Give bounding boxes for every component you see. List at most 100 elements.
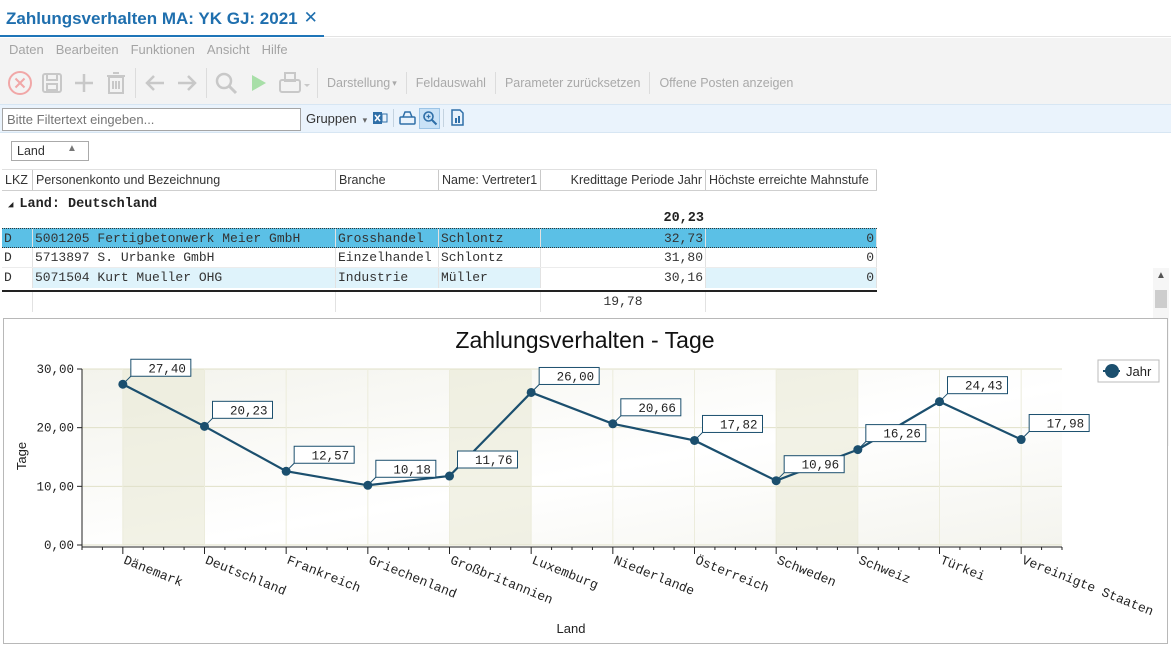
close-icon[interactable]: ✕ — [303, 8, 318, 27]
group-row-deutschland[interactable]: ◢ Land: Deutschland — [8, 197, 157, 212]
table-row[interactable]: D 5071504 Kurt Mueller OHG Industrie Mül… — [2, 268, 877, 288]
groups-dropdown[interactable]: Gruppen ▾ — [306, 111, 367, 126]
data-label-leader — [122, 375, 132, 385]
darstellung-button[interactable]: Darstellung ▾ — [321, 76, 403, 90]
menu-funktionen[interactable]: Funktionen — [130, 42, 195, 57]
search-icon[interactable] — [210, 67, 242, 99]
excel-export-icon[interactable] — [372, 110, 388, 131]
data-label: 20,23 — [230, 404, 268, 418]
parameter-reset-button[interactable]: Parameter zurücksetzen — [504, 76, 641, 90]
cell-lkz: D — [2, 268, 33, 288]
menu-bar: Daten Bearbeiten Funktionen Ansicht Hilf… — [0, 38, 1171, 62]
data-label-box — [212, 400, 273, 419]
document-tab[interactable]: Zahlungsverhalten MA: YK GJ: 2021 ✕ — [0, 0, 324, 37]
cell-mahnstufe: 0 — [706, 268, 877, 288]
x-axis-label: Land — [557, 621, 586, 636]
window-title: Zahlungsverhalten MA: YK GJ: 2021 — [6, 9, 298, 28]
total-row: 19,78 — [2, 292, 706, 312]
menu-hilfe[interactable]: Hilfe — [261, 42, 288, 57]
table-row[interactable]: D 5001205 Fertigbetonwerk Meier GmbH Gro… — [2, 228, 877, 248]
y-tick-label: 30,00 — [36, 363, 74, 377]
x-tick-label: Dänemark — [121, 553, 185, 590]
add-icon[interactable] — [68, 67, 100, 99]
arrow-left-icon[interactable] — [139, 67, 171, 99]
darstellung-label: Darstellung — [327, 76, 391, 90]
print-preview-icon[interactable] — [399, 110, 416, 131]
cell-branche: Einzelhandel — [336, 248, 439, 267]
groups-label: Gruppen — [306, 111, 357, 126]
offene-posten-button[interactable]: Offene Posten anzeigen — [659, 76, 794, 90]
x-tick-label: Niederlande — [611, 553, 696, 599]
data-label: 11,76 — [475, 454, 513, 468]
data-label-box — [947, 376, 1008, 395]
menu-bearbeiten[interactable]: Bearbeiten — [55, 42, 119, 57]
feldauswahl-button[interactable]: Feldauswahl — [415, 76, 486, 90]
group-label: Land: Deutschland — [19, 197, 158, 212]
y-tick-label: 20,00 — [36, 422, 74, 436]
total-kredittage: 19,78 — [541, 292, 706, 312]
cancel-icon[interactable] — [4, 67, 36, 99]
chart-panel: 27,40 20,23 12,57 10,18 11,76 26,00 20,66 17,82… — [3, 318, 1168, 644]
report-icon[interactable] — [450, 109, 465, 131]
x-tick-label: Deutschland — [203, 553, 288, 599]
y-tick-label: 10,00 — [36, 480, 74, 494]
data-label: 24,43 — [965, 380, 1003, 394]
column-header-lkz[interactable]: LKZ — [2, 170, 33, 190]
save-icon[interactable] — [36, 67, 68, 99]
data-label-box — [130, 358, 192, 377]
group-chip-land[interactable]: Land ▲ — [11, 141, 89, 161]
legend-marker — [1105, 364, 1119, 378]
print-icon[interactable] — [274, 67, 314, 99]
filter-separator — [393, 109, 394, 127]
data-label: 16,26 — [883, 428, 921, 442]
data-label-box — [375, 459, 437, 478]
table-row[interactable]: D 5713897 S. Urbanke GmbH Einzelhandel S… — [2, 248, 877, 268]
cell-branche: Industrie — [336, 268, 439, 288]
data-label: 17,82 — [720, 418, 758, 432]
toolbar-separator — [135, 68, 136, 98]
filter-input[interactable] — [2, 108, 301, 131]
group-sum: 20,23 — [663, 211, 704, 226]
data-grid: Land ▲ LKZ Personenkonto und Bezeichnung… — [0, 134, 1171, 446]
column-header-mahnstufe[interactable]: Höchste erreichte Mahnstufe — [706, 170, 877, 190]
y-tick-label: 0,00 — [44, 539, 74, 553]
scroll-up-icon[interactable]: ▲ — [1156, 270, 1166, 281]
cell-lkz: D — [2, 248, 33, 267]
x-tick-label: Schweiz — [856, 553, 912, 587]
cell-vertreter: Schlontz — [439, 229, 541, 247]
column-header-kredittage[interactable]: Kredittage Periode Jahr — [541, 170, 706, 190]
chevron-down-icon: ▾ — [392, 77, 397, 88]
delete-icon[interactable] — [100, 67, 132, 99]
toolbar-separator — [494, 72, 496, 94]
play-icon[interactable] — [242, 67, 274, 99]
legend: Jahr — [1097, 359, 1160, 383]
toolbar: Darstellung ▾ Feldauswahl Parameter zurüc… — [0, 62, 1171, 104]
arrow-right-icon[interactable] — [171, 67, 203, 99]
data-label-leader — [694, 432, 703, 441]
column-header-konto[interactable]: Personenkonto und Bezeichnung — [33, 170, 336, 190]
data-label-box — [293, 445, 355, 464]
menu-daten[interactable]: Daten — [9, 42, 44, 57]
data-label: 10,96 — [802, 459, 840, 473]
line-chart: 27,40 20,23 12,57 10,18 11,76 26,00 20,66 17,82… — [14, 327, 1160, 636]
column-header-branche[interactable]: Branche — [336, 170, 439, 190]
column-header-vertreter[interactable]: Name: Vertreter1 — [439, 170, 541, 190]
cell-konto: 5071504 Kurt Mueller OHG — [33, 268, 336, 288]
collapse-icon[interactable]: ◢ — [8, 200, 14, 210]
sort-up-icon: ▲ — [67, 143, 77, 154]
menu-ansicht[interactable]: Ansicht — [206, 42, 250, 57]
x-tick-label: Vereinigte Staaten — [1020, 553, 1156, 620]
chevron-down-icon: ▾ — [362, 115, 368, 125]
plot-area — [82, 369, 1062, 545]
grid-header: LKZ Personenkonto und Bezeichnung Branch… — [2, 169, 877, 191]
data-label-leader — [612, 415, 622, 425]
cell-vertreter: Schlontz — [439, 248, 541, 267]
scrollbar-thumb[interactable] — [1155, 290, 1167, 308]
data-label-leader — [939, 393, 948, 403]
cell-kredittage: 30,16 — [541, 268, 706, 288]
chart-title: Zahlungsverhalten - Tage — [455, 327, 714, 353]
data-label: 10,18 — [393, 463, 431, 477]
data-label-leader — [530, 384, 540, 393]
total-cell-empty — [336, 292, 439, 312]
cell-mahnstufe: 0 — [706, 248, 877, 267]
